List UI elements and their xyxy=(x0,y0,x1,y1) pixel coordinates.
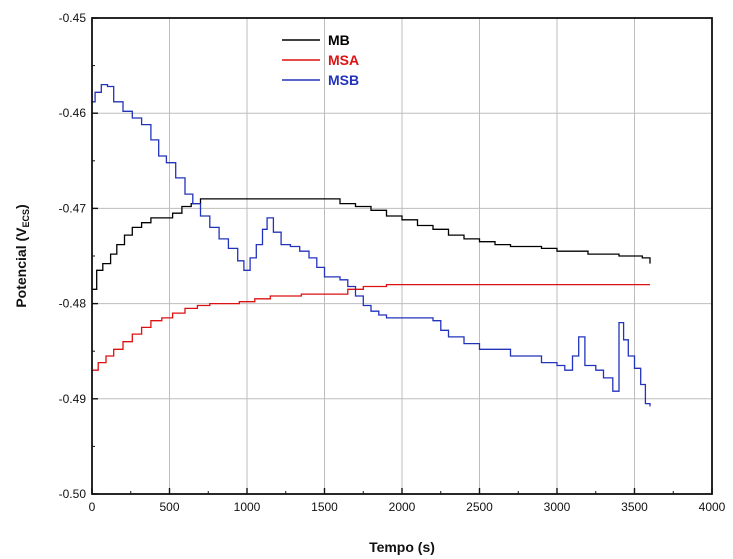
ticks xyxy=(91,17,713,495)
x-tick-label: 3000 xyxy=(544,500,571,514)
legend-label-msb: MSB xyxy=(328,72,359,88)
x-tick-label: 4000 xyxy=(699,500,726,514)
y-tick-label: -0.45 xyxy=(59,11,87,25)
legend-label-msa: MSA xyxy=(328,52,359,68)
y-tick-label: -0.46 xyxy=(59,106,87,120)
x-tick-label: 500 xyxy=(159,500,179,514)
x-tick-labels: 0 500 1000 1500 2000 2500 3000 3500 4000 xyxy=(89,500,726,514)
x-tick-label: 3500 xyxy=(621,500,648,514)
y-axis-title-close: ) xyxy=(13,204,29,209)
x-axis-title: Tempo (s) xyxy=(369,539,435,555)
series-line-mb xyxy=(92,198,651,290)
y-axis-title-main: Potencial (V xyxy=(13,227,29,308)
y-tick-label: -0.49 xyxy=(59,392,87,406)
x-tick-label: 0 xyxy=(89,500,96,514)
y-tick-label: -0.50 xyxy=(59,487,87,501)
x-tick-label: 1000 xyxy=(234,500,261,514)
y-axis-title-subscript: ECS xyxy=(21,209,31,228)
x-tick-label: 1500 xyxy=(311,500,338,514)
series-layer xyxy=(92,83,651,407)
grid xyxy=(92,18,712,494)
y-tick-label: -0.47 xyxy=(59,201,87,215)
legend: MB MSA MSB xyxy=(282,32,359,88)
series-line-msa xyxy=(92,283,650,371)
y-axis-title: Potencial (VECS) xyxy=(13,204,31,307)
y-tick-label: -0.48 xyxy=(59,297,87,311)
x-tick-label: 2500 xyxy=(466,500,493,514)
x-tick-label: 2000 xyxy=(389,500,416,514)
series-line-msb xyxy=(92,83,651,407)
legend-label-mb: MB xyxy=(328,32,350,48)
y-tick-labels: -0.50 -0.49 -0.48 -0.47 -0.46 -0.45 xyxy=(59,11,87,501)
